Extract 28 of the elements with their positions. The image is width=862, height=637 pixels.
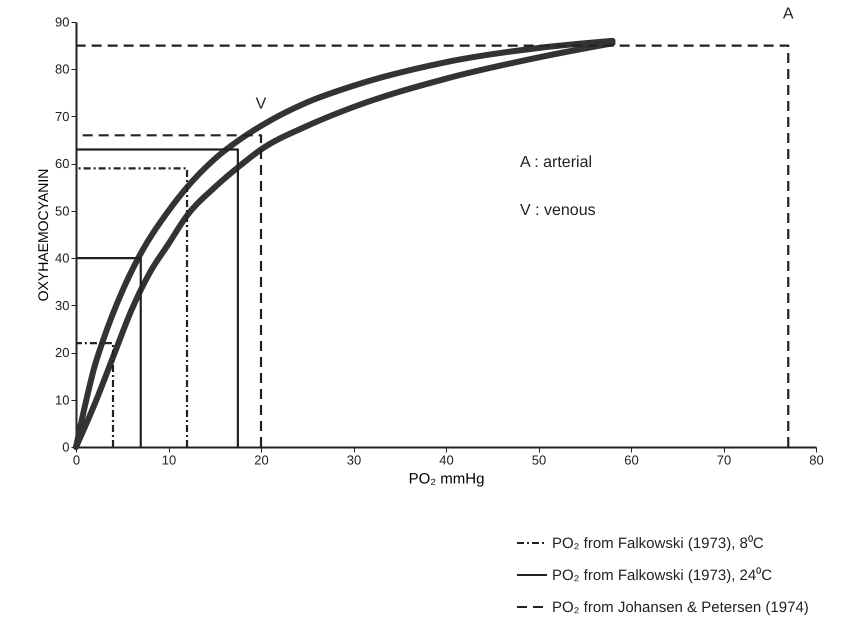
y-axis-title: OXYHAEMOCYANIN [35,168,52,302]
x-tick-label: 10 [162,452,176,468]
annotation: V : venous [520,202,596,219]
annotation: A [782,6,794,23]
y-tick-label: 50 [55,203,70,218]
annotation: V [256,95,267,112]
x-tick-label: 50 [532,452,546,468]
legend-label: PO₂ from Falkowski (1973), 24⁰C [552,567,772,584]
x-tick-label: 70 [716,452,732,468]
legend-label: PO₂ from Johansen & Petersen (1974) [552,599,809,616]
legend-label: PO₂ from Falkowski (1973), 8⁰C [552,535,764,552]
y-tick-label: 60 [55,156,70,172]
x-axis-title: PO₂ mmHg [408,470,484,488]
y-tick-label: 0 [62,440,70,454]
x-tick-label: 60 [624,452,639,468]
x-tick-label: 80 [809,452,824,468]
annotation: A : arterial [520,154,592,171]
x-tick-label: 20 [254,452,269,468]
y-tick-label: 90 [55,14,70,30]
x-tick-label: 40 [439,452,454,468]
y-tick-label: 10 [55,392,70,408]
y-tick-label: 80 [55,62,70,77]
y-tick-label: 20 [55,345,70,360]
y-tick-label: 30 [55,298,70,313]
x-tick-label: 30 [346,452,362,468]
y-tick-label: 70 [55,108,70,124]
y-tick-label: 40 [55,250,70,266]
x-tick-label: 0 [72,452,80,468]
